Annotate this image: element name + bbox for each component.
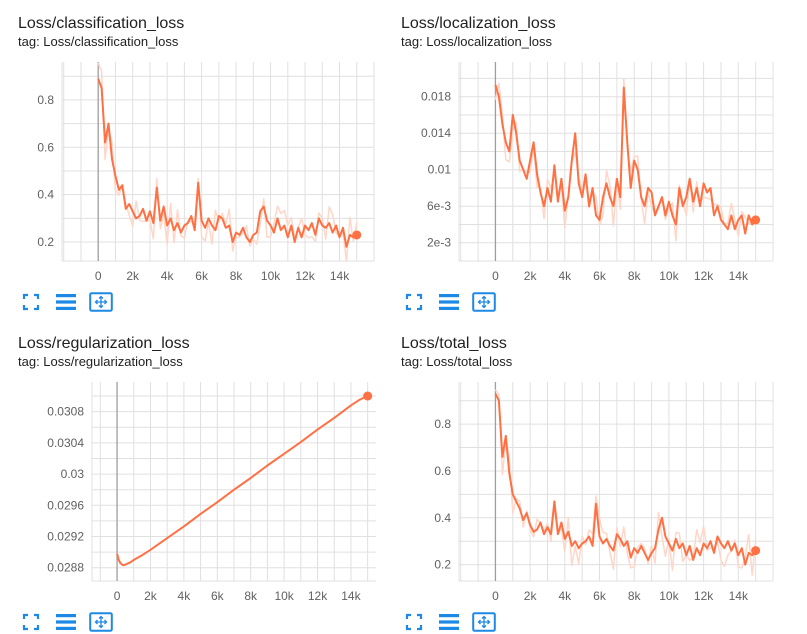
x-tick-label: 14k (330, 269, 350, 283)
chart-plot-total-loss[interactable]: 0.2 0.4 0.6 0.8 0 2k 4k 6k 8k 10k 12k 14k (401, 374, 781, 610)
x-tick-label: 12k (308, 589, 328, 603)
toggle-log-scale-icon (55, 613, 77, 631)
toggle-log-scale-button[interactable] (53, 290, 79, 314)
x-tick-label: 10k (659, 589, 679, 603)
toggle-log-scale-button[interactable] (436, 290, 462, 314)
chart-card-total-loss: Loss/total_loss tag: Loss/total_loss 0.2… (401, 334, 781, 634)
x-tick-label: 2k (524, 589, 538, 603)
x-tick-label: 6k (211, 589, 225, 603)
chart-card-regularization-loss: Loss/regularization_loss tag: Loss/regul… (18, 334, 398, 634)
x-tick-label: 8k (628, 589, 642, 603)
chart-card-classification-loss: Loss/classification_loss tag: Loss/class… (18, 14, 398, 314)
series-line (494, 393, 757, 566)
y-tick-label: 0.0296 (47, 498, 84, 512)
y-tick-label: 0.03 (61, 467, 85, 481)
series-end-marker (751, 215, 761, 225)
y-tick-label: 0.8 (434, 417, 451, 431)
x-tick-label: 6k (593, 589, 607, 603)
y-tick-label: 0.0304 (47, 436, 84, 450)
y-tick-label: 0.6 (37, 140, 54, 154)
chart-plot-localization-loss[interactable]: 2e-3 6e-3 0.01 0.014 0.018 0 2k 4k 6k 8k 10k 12k 14k (401, 54, 781, 290)
chart-title: Loss/total_loss (401, 335, 507, 352)
series-line (494, 84, 757, 235)
series-line (97, 78, 358, 248)
fullscreen-icon (22, 293, 40, 311)
series-line (116, 395, 369, 567)
toggle-log-scale-icon (438, 613, 460, 631)
y-tick-label: 0.0288 (47, 561, 84, 575)
x-tick-label: 12k (694, 589, 714, 603)
y-tick-label: 0.4 (434, 511, 451, 525)
y-tick-label: 0.8 (37, 93, 54, 107)
x-tick-label: 14k (341, 589, 361, 603)
raw-series-line (494, 389, 757, 576)
x-tick-label: 4k (558, 269, 572, 283)
fullscreen-button[interactable] (401, 290, 427, 314)
chart-tag: tag: Loss/total_loss (401, 354, 513, 369)
x-tick-label: 14k (729, 589, 749, 603)
x-tick-label: 10k (261, 269, 281, 283)
x-tick-label: 0 (492, 589, 499, 603)
y-tick-label: 0.01 (428, 163, 452, 177)
chart-plot-regularization-loss[interactable]: 0.0288 0.0292 0.0296 0.03 0.0304 0.0308 0 2k 4k 6… (18, 374, 378, 610)
y-tick-label: 0.018 (421, 90, 451, 104)
toggle-log-scale-icon (55, 293, 77, 311)
x-tick-label: 6k (593, 269, 607, 283)
x-tick-label: 6k (195, 269, 209, 283)
raw-series-line (97, 62, 358, 262)
x-tick-label: 4k (161, 269, 175, 283)
y-tick-label: 6e-3 (427, 199, 451, 213)
fullscreen-icon (405, 293, 423, 311)
x-tick-label: 8k (628, 269, 642, 283)
chart-tag: tag: Loss/classification_loss (18, 34, 179, 49)
chart-title: Loss/classification_loss (18, 15, 185, 32)
x-tick-label: 0 (95, 269, 102, 283)
fullscreen-icon (22, 613, 40, 631)
chart-tag: tag: Loss/regularization_loss (18, 354, 183, 369)
toggle-log-scale-icon (438, 293, 460, 311)
x-tick-label: 14k (729, 269, 749, 283)
chart-plot-classification-loss[interactable]: 0.2 0.4 0.6 0.8 0 2k 4k 6k 8k 10k 12k 14k (18, 54, 378, 290)
x-tick-label: 2k (144, 589, 158, 603)
y-tick-label: 0.0308 (47, 405, 84, 419)
series-end-marker (352, 230, 362, 240)
y-tick-label: 0.0292 (47, 530, 84, 544)
y-tick-label: 0.2 (37, 235, 54, 249)
x-tick-label: 8k (230, 269, 244, 283)
y-tick-label: 0.4 (37, 188, 54, 202)
fit-domain-icon (89, 612, 113, 632)
x-tick-label: 12k (295, 269, 315, 283)
series-end-marker (751, 546, 761, 556)
fullscreen-button[interactable] (18, 290, 44, 314)
fullscreen-icon (405, 613, 423, 631)
x-tick-label: 0 (492, 269, 499, 283)
y-tick-label: 0.014 (421, 126, 451, 140)
x-tick-label: 2k (524, 269, 538, 283)
fit-domain-icon (89, 292, 113, 312)
fit-domain-icon (472, 292, 496, 312)
chart-toolbar (18, 290, 123, 314)
y-tick-label: 2e-3 (427, 236, 451, 250)
x-tick-label: 10k (274, 589, 294, 603)
x-tick-label: 8k (244, 589, 258, 603)
x-tick-label: 4k (558, 589, 572, 603)
chart-title: Loss/localization_loss (401, 15, 556, 32)
x-tick-label: 10k (659, 269, 679, 283)
chart-title: Loss/regularization_loss (18, 335, 190, 352)
series-end-marker (363, 391, 373, 401)
chart-tag: tag: Loss/localization_loss (401, 34, 553, 49)
y-tick-label: 0.6 (434, 464, 451, 478)
x-tick-label: 0 (114, 589, 121, 603)
y-tick-label: 0.2 (434, 558, 451, 572)
x-tick-label: 2k (126, 269, 140, 283)
fit-domain-button[interactable] (471, 290, 497, 314)
fit-domain-icon (472, 612, 496, 632)
chart-toolbar (401, 290, 506, 314)
x-tick-label: 12k (694, 269, 714, 283)
chart-card-localization-loss: Loss/localization_loss tag: Loss/localiz… (401, 14, 781, 314)
fit-domain-button[interactable] (88, 290, 114, 314)
x-tick-label: 4k (178, 589, 192, 603)
